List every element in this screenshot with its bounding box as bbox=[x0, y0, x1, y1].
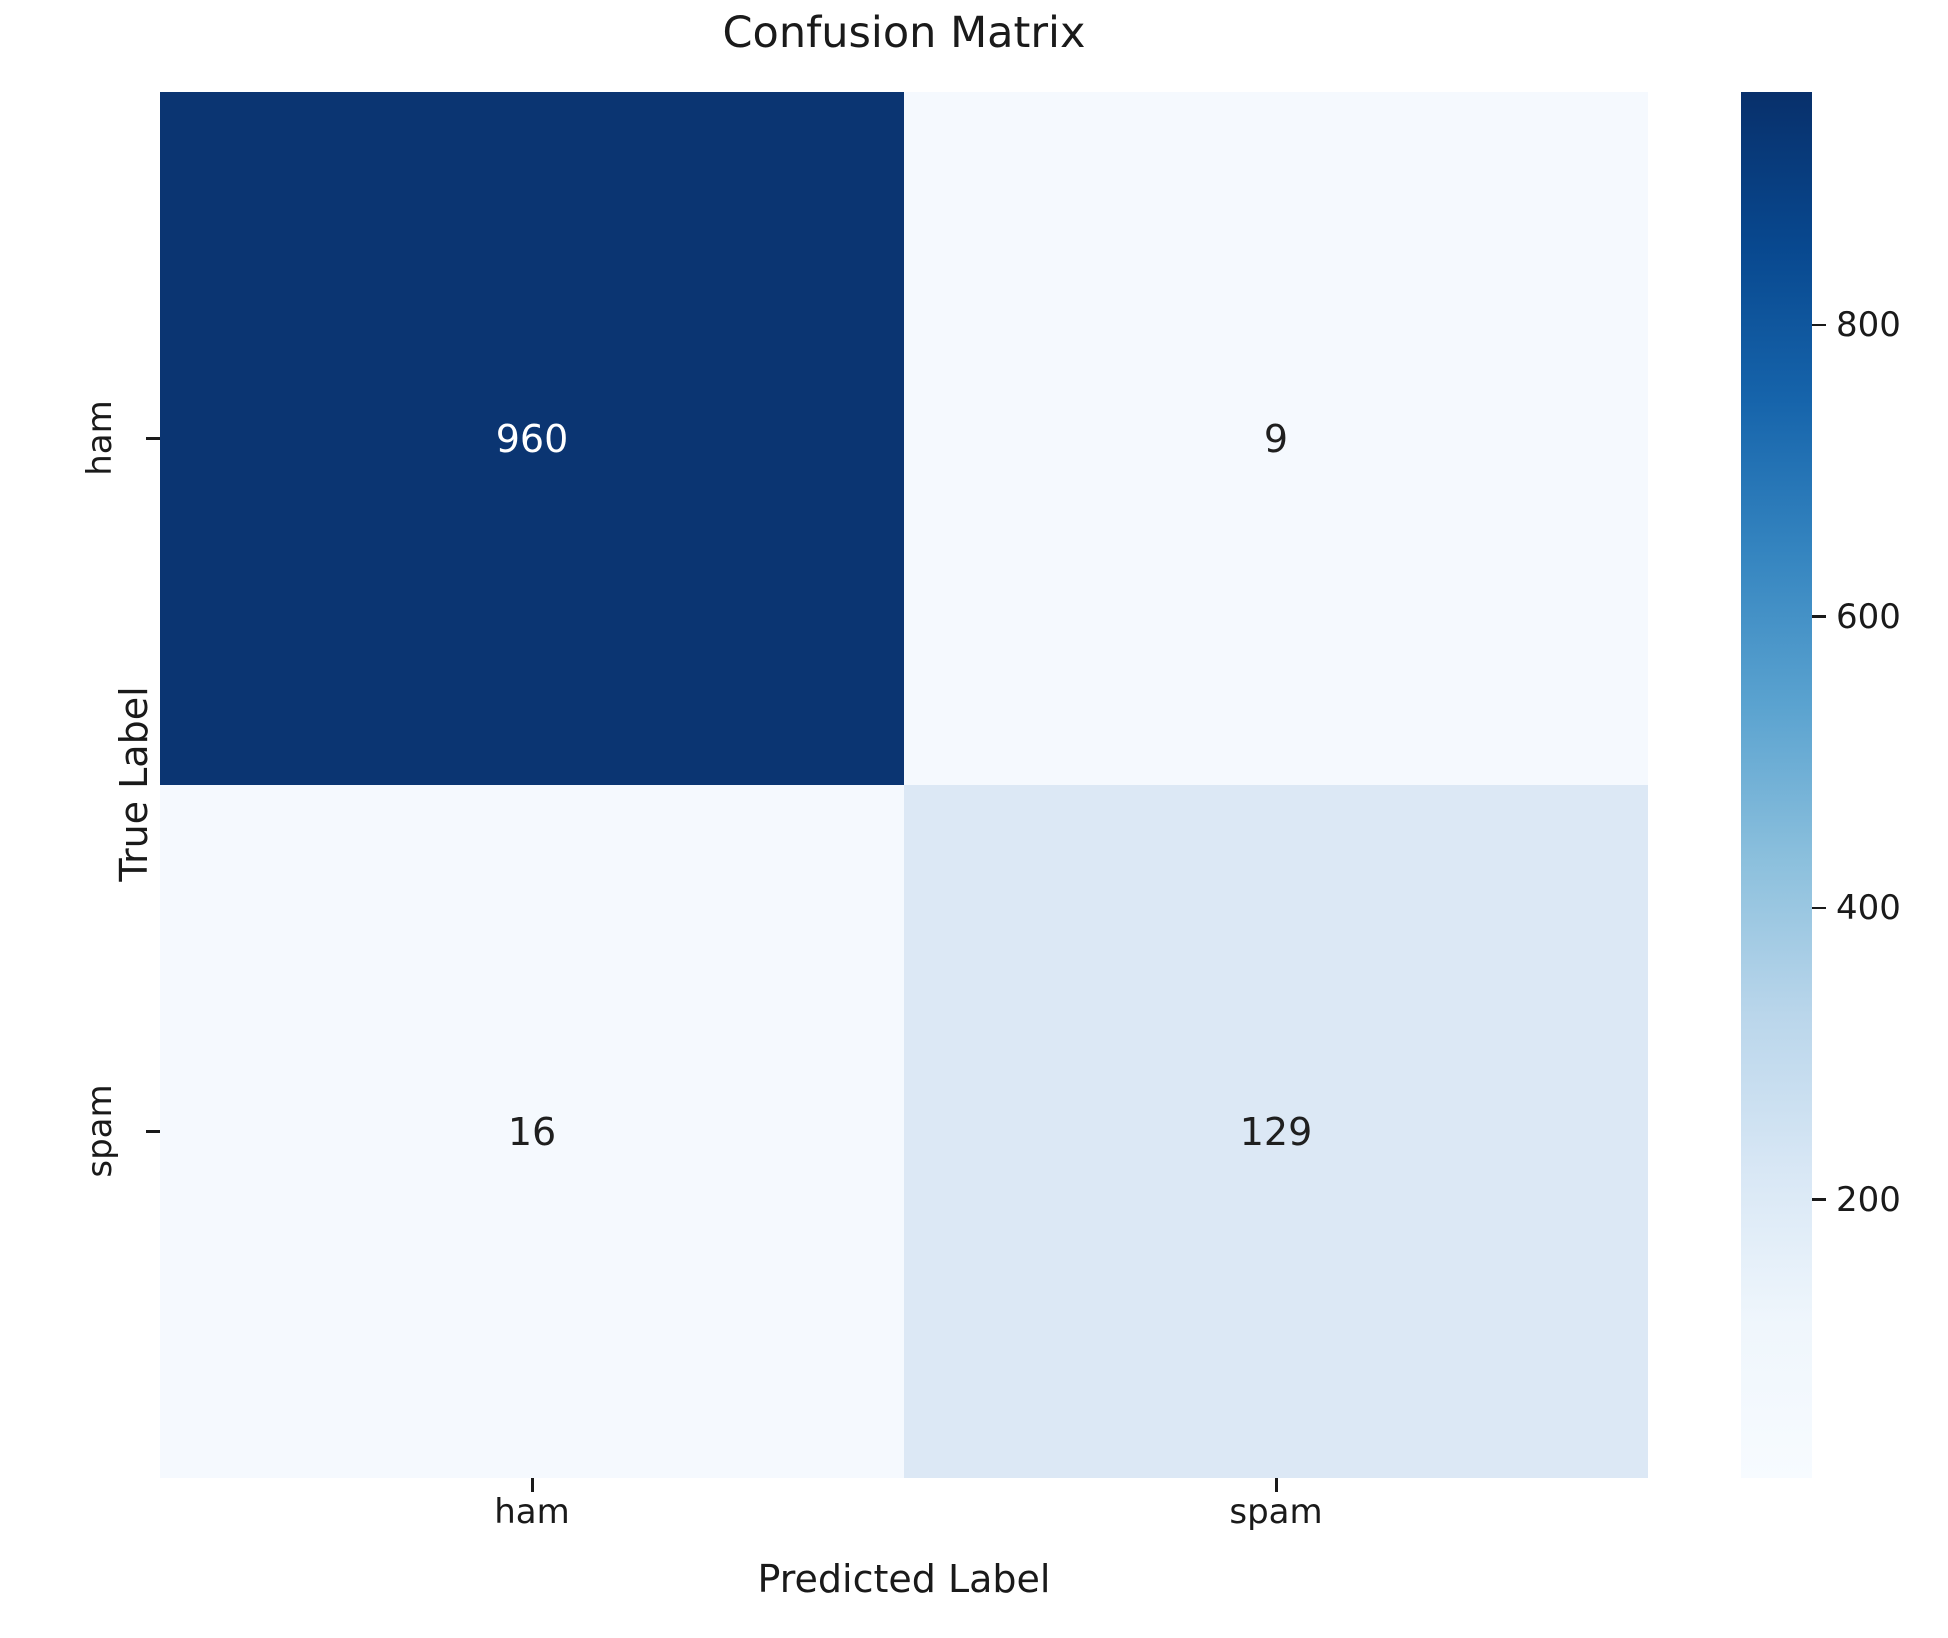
cell-value: 129 bbox=[1239, 1109, 1313, 1154]
x-tick-mark-spam bbox=[1275, 1478, 1278, 1492]
cell-value: 960 bbox=[495, 416, 569, 461]
x-axis-label: Predicted Label bbox=[757, 1557, 1051, 1601]
colorbar-tick-mark bbox=[1812, 615, 1826, 618]
page-title: Confusion Matrix bbox=[722, 8, 1086, 58]
y-tick-mark-spam bbox=[146, 1130, 160, 1133]
colorbar-tick-label: 600 bbox=[1836, 596, 1901, 637]
y-axis-label: True Label bbox=[112, 686, 156, 882]
colorbar-tick-mark bbox=[1812, 1198, 1826, 1201]
heatmap-cell-ham-spam: 9 bbox=[904, 92, 1648, 785]
x-tick-label-ham: ham bbox=[494, 1492, 570, 1532]
colorbar-tick-label: 400 bbox=[1836, 888, 1901, 929]
colorbar-gradient bbox=[1741, 92, 1812, 1478]
heatmap-cell-spam-ham: 16 bbox=[160, 785, 904, 1478]
cell-value: 16 bbox=[507, 1109, 557, 1154]
colorbar-tick-mark bbox=[1812, 323, 1826, 327]
cell-value: 9 bbox=[1263, 416, 1289, 461]
y-tick-label-spam: spam bbox=[80, 1084, 120, 1178]
x-tick-mark-ham bbox=[531, 1478, 534, 1492]
heatmap-cell-ham-ham: 960 bbox=[160, 92, 904, 785]
colorbar-tick-label: 800 bbox=[1836, 305, 1901, 346]
colorbar: 200 400 600 800 bbox=[1741, 92, 1901, 1478]
x-tick-label-spam: spam bbox=[1229, 1492, 1323, 1532]
y-tick-mark-ham bbox=[146, 437, 160, 440]
colorbar-tick-mark bbox=[1812, 906, 1826, 910]
heatmap-cell-spam-spam: 129 bbox=[904, 785, 1648, 1478]
heatmap-grid: 960 9 16 129 True Label ham spam ham spa… bbox=[80, 92, 1648, 1601]
y-tick-label-ham: ham bbox=[80, 400, 120, 476]
colorbar-tick-label: 200 bbox=[1836, 1179, 1901, 1220]
